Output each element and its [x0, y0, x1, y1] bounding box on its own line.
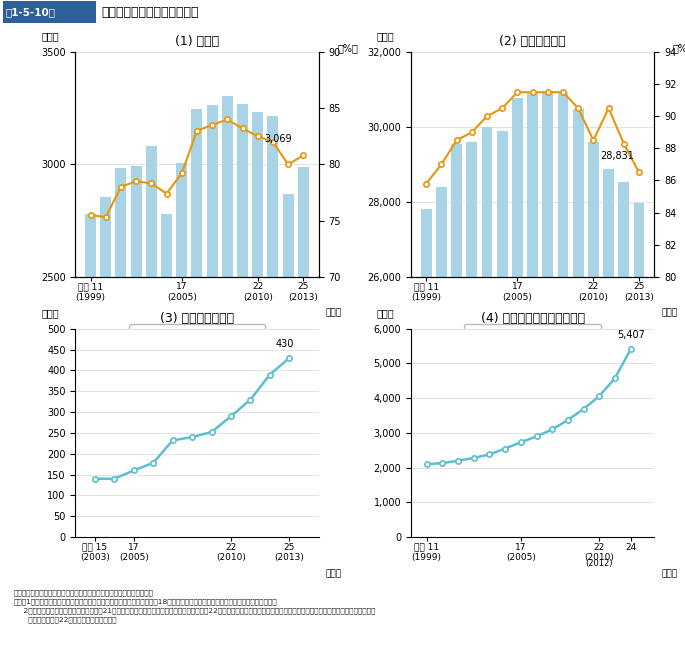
- Bar: [131, 165, 142, 651]
- Bar: [558, 92, 569, 651]
- Text: 28,831: 28,831: [600, 150, 634, 161]
- Text: 児童養護施設等への入所者数: 児童養護施設等への入所者数: [101, 6, 199, 18]
- Bar: [466, 142, 477, 651]
- Bar: [298, 167, 309, 651]
- Title: (1) 乳児院: (1) 乳児院: [175, 35, 219, 48]
- Bar: [267, 116, 278, 651]
- Title: (3) 自立援助ホーム: (3) 自立援助ホーム: [160, 312, 234, 325]
- Bar: [176, 163, 187, 651]
- Bar: [527, 93, 538, 651]
- Title: (2) 児童養護施設: (2) 児童養護施設: [499, 35, 566, 48]
- Text: 3,069: 3,069: [264, 133, 292, 143]
- Bar: [482, 127, 493, 651]
- Bar: [146, 146, 157, 651]
- Text: （人）: （人）: [377, 309, 395, 318]
- Bar: [619, 182, 630, 651]
- Bar: [497, 131, 508, 651]
- Text: （年）: （年）: [325, 569, 342, 578]
- Y-axis label: （%）: （%）: [673, 43, 685, 53]
- Text: （年）: （年）: [661, 569, 677, 578]
- Bar: [588, 142, 599, 651]
- Text: （年）: （年）: [325, 309, 342, 318]
- Text: 430: 430: [275, 339, 294, 349]
- Bar: [603, 169, 614, 651]
- Bar: [436, 187, 447, 651]
- Text: （出典）厚生労働省「社会福祉施設等調査報告」「福祉行政報告例」等
（注）1．入所率とは、入所児童定員数に占める入所児童数の割合。平成18年以降は在所者数不詳を除: （出典）厚生労働省「社会福祉施設等調査報告」「福祉行政報告例」等 （注）1．入所…: [14, 589, 375, 623]
- Bar: [634, 202, 645, 651]
- Y-axis label: （%）: （%）: [337, 43, 358, 53]
- Bar: [85, 214, 96, 651]
- Bar: [543, 92, 553, 651]
- Bar: [192, 109, 202, 651]
- Bar: [100, 197, 111, 651]
- Text: 第1-5-10図: 第1-5-10図: [5, 7, 55, 17]
- Text: (2012): (2012): [586, 559, 613, 568]
- Legend: 入所率（右軸）, 入所者数: 入所率（右軸）, 入所者数: [129, 324, 265, 344]
- Text: （人）: （人）: [377, 31, 395, 41]
- Text: （人）: （人）: [41, 309, 59, 318]
- Title: (4) 里親・ファミリーホーム: (4) 里親・ファミリーホーム: [480, 312, 585, 325]
- Text: （人）: （人）: [41, 31, 59, 41]
- Text: （年）: （年）: [661, 309, 677, 318]
- Bar: [237, 104, 248, 651]
- Bar: [573, 109, 584, 651]
- Bar: [421, 209, 432, 651]
- Bar: [222, 96, 233, 651]
- Bar: [116, 168, 127, 651]
- FancyBboxPatch shape: [3, 1, 96, 23]
- Bar: [283, 193, 294, 651]
- Bar: [252, 111, 263, 651]
- Bar: [207, 105, 218, 651]
- Bar: [161, 214, 172, 651]
- Bar: [451, 144, 462, 651]
- Legend: 入所率（右軸）, 入所者数: 入所率（右軸）, 入所者数: [464, 324, 601, 344]
- Bar: [512, 98, 523, 651]
- Text: 5,407: 5,407: [616, 330, 645, 340]
